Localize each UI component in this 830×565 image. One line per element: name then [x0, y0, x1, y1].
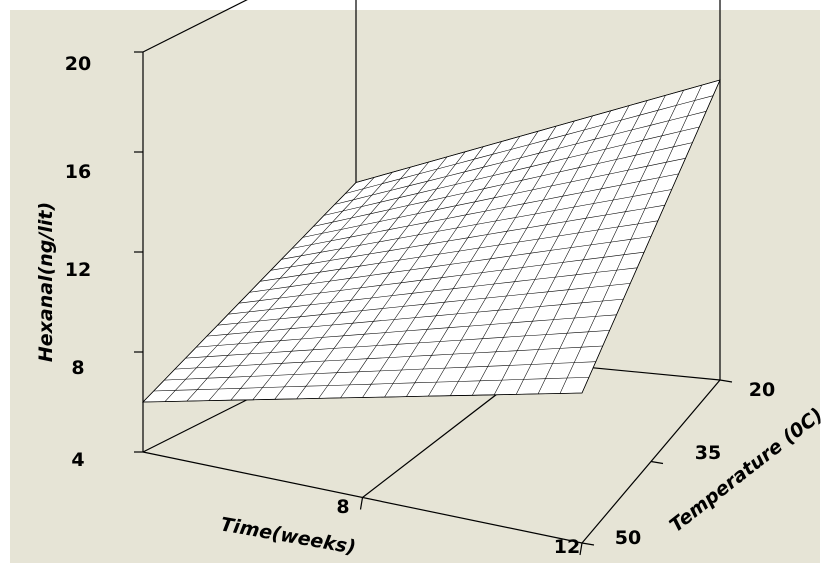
mesh-line-time-13: [428, 115, 593, 397]
mesh-line-time-4: [230, 161, 430, 401]
mesh-line-time-19: [559, 84, 703, 394]
surface-mesh: [142, 79, 721, 403]
mesh-line-time-14: [450, 110, 612, 396]
y-tick-label-35: 35: [695, 442, 721, 464]
x-tick-label-12: 12: [554, 536, 580, 558]
mesh-line-time-9: [340, 136, 521, 399]
y-tick-50: [581, 542, 595, 546]
y-axis-title: Temperature (0C): [666, 404, 828, 537]
box-top-left-edge: [142, 0, 248, 53]
axis-ticks: [134, 51, 733, 556]
z-axis-title: Hexanal(ng/lit): [35, 202, 57, 362]
mesh-line-time-20: [581, 79, 721, 394]
x-tick-12: [579, 542, 583, 556]
mesh-line-time-16: [493, 100, 648, 395]
y-tick-label-20: 20: [749, 379, 775, 401]
mesh-line-time-17: [515, 95, 666, 395]
z-tick-label-12: 12: [65, 259, 91, 281]
mesh-line-time-18: [537, 90, 684, 395]
mesh-line-time-5: [252, 156, 448, 400]
z-tick-label-16: 16: [65, 161, 91, 183]
y-tick-20: [719, 379, 733, 383]
mesh-line-time-15: [472, 105, 630, 396]
z-tick-label-20: 20: [65, 53, 91, 75]
x-tick-8: [359, 497, 364, 510]
z-tick-label-8: 8: [71, 357, 84, 379]
z-tick-label-4: 4: [71, 449, 84, 471]
y-tick-35: [650, 460, 664, 465]
mesh-line-time-7: [296, 146, 484, 400]
mesh-line-time-3: [208, 166, 411, 401]
mesh-line-time-2: [186, 172, 393, 402]
x-tick-label-8: 8: [336, 496, 349, 518]
mesh-line-time-0: [142, 182, 357, 403]
y-tick-label-50: 50: [615, 527, 641, 549]
mesh-line-time-8: [318, 141, 502, 399]
mesh-line-time-10: [362, 131, 539, 398]
mesh-line-time-12: [406, 120, 575, 397]
mesh-line-time-6: [274, 151, 466, 400]
x-axis-title: Time(weeks): [219, 513, 358, 558]
mesh-line-time-11: [384, 125, 557, 398]
mesh-line-time-1: [164, 177, 375, 402]
